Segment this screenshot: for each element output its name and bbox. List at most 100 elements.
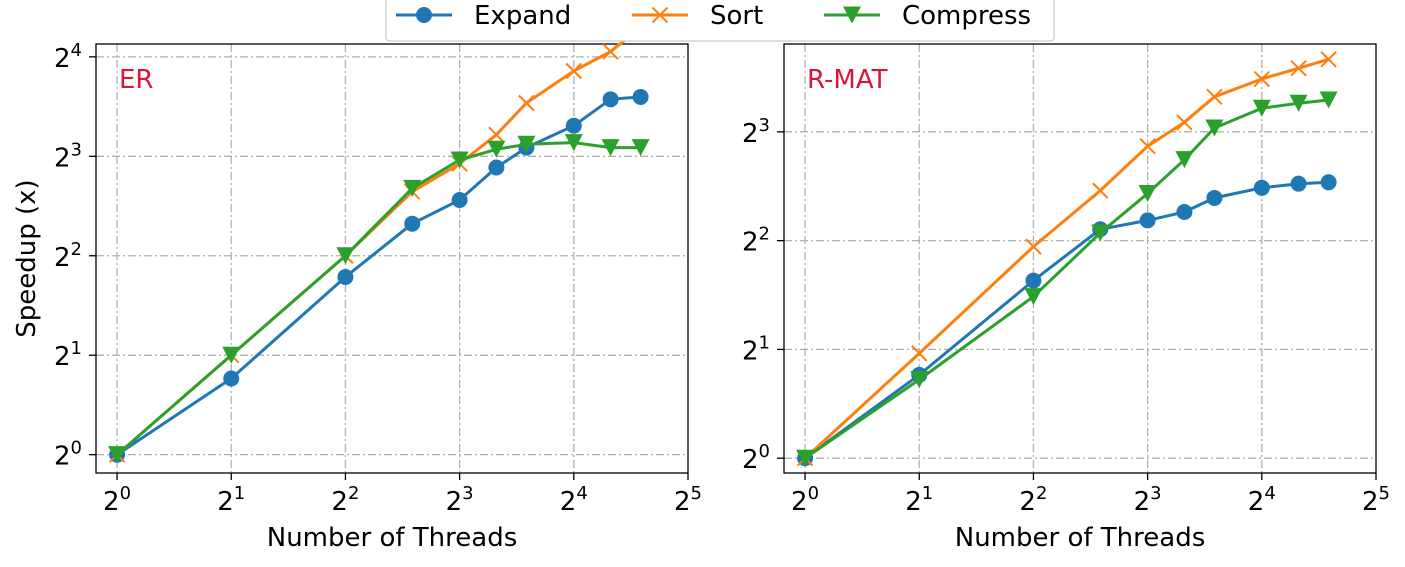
x-tick-label: 21 [217,483,245,517]
legend-item-compress: Compress [824,1,1031,31]
data-point-expand [404,215,421,232]
y-tick-label: 23 [742,115,770,149]
y-tick-label: 20 [742,441,770,475]
y-tick-label: 22 [742,224,770,258]
series-line-expand [803,180,1331,460]
data-point-compress [1289,94,1308,112]
y-tick-label: 24 [54,40,82,74]
data-point-compress [631,139,650,157]
plot-frame [95,43,689,474]
legend-label: Expand [474,1,571,31]
data-point-sort [1176,114,1193,131]
data-point-compress [222,346,241,364]
panel-label: ER [119,65,154,95]
series-line-compress [115,141,643,457]
y-axis-label: Speedup (x) [12,179,42,337]
data-point-expand [1206,189,1223,206]
data-point-expand [1253,179,1270,196]
x-axis-label: Number of Threads [267,523,518,553]
data-point-compress [1024,288,1043,306]
series-sort [108,19,649,463]
panel-er: 20 21 22 23 24 25 20 21 22 23 24 ER Number of Thread… [12,19,702,553]
data-point-compress [1252,99,1271,117]
data-point-sort [1139,137,1156,155]
x-tick-label: 20 [103,483,131,517]
plot-frame [783,43,1377,474]
data-point-expand [632,88,649,105]
legend-marker [843,6,861,24]
y-tick-label: 21 [742,332,770,366]
data-point-compress [403,179,422,197]
legend-label: Compress [902,1,1031,31]
series-line-sort [115,26,643,457]
data-point-compress [487,140,506,158]
x-tick-label: 25 [674,483,702,517]
x-tick-label: 22 [331,483,359,517]
y-tick-label: 20 [54,438,82,472]
x-tick-label: 20 [791,483,819,517]
y-tick-label: 22 [54,239,82,273]
legend: Expand Sort Compress [385,0,1055,42]
series-line-compress [803,98,1331,460]
data-point-compress [108,446,127,464]
data-point-compress [796,449,815,467]
data-point-compress [450,151,469,169]
data-point-expand [1139,212,1156,229]
legend-item-expand: Expand [396,1,571,31]
data-point-compress [1319,91,1338,109]
data-point-sort [602,43,619,60]
data-point-expand [1290,175,1307,192]
y-tick-label: 23 [54,139,82,173]
x-tick-label: 23 [1134,483,1162,517]
x-axis-label: Number of Threads [955,523,1206,553]
x-tick-label: 24 [560,483,588,517]
data-point-compress [1175,151,1194,169]
data-point-compress [564,134,583,152]
data-point-compress [1091,224,1110,242]
data-point-compress [1205,119,1224,137]
data-point-expand [1176,204,1193,221]
data-point-compress [336,247,355,265]
x-tick-label: 22 [1019,483,1047,517]
data-point-sort [1290,59,1307,77]
panel-label: R-MAT [807,65,888,95]
series-line-sort [803,57,1331,460]
data-point-sort [488,126,505,143]
x-tick-label: 21 [905,483,933,517]
data-point-compress [910,371,929,389]
data-point-sort [1320,51,1337,68]
series-sort [796,51,1337,467]
legend-marker [651,6,669,24]
data-point-sort [565,62,583,80]
legend-box [385,0,1055,42]
data-point-expand [223,370,240,387]
legend-item-sort: Sort [632,1,763,31]
series-line-expand [115,95,643,457]
data-point-sort [1253,70,1271,88]
data-point-expand [1025,272,1042,289]
data-point-sort [1206,88,1223,106]
data-point-expand [451,191,468,208]
series-compress [796,91,1338,467]
panel-rmat: 20 21 22 23 24 25 20 21 22 23 R-MAT Number of Threa… [742,43,1390,553]
legend-label: Sort [710,1,763,31]
series-expand [109,88,649,463]
data-point-sort [518,94,535,112]
x-tick-label: 24 [1248,483,1276,517]
data-point-compress [1138,185,1157,203]
data-point-expand [337,268,354,285]
series-compress [108,134,650,464]
data-point-sort [1092,182,1109,199]
data-point-compress [517,135,536,153]
x-tick-label: 23 [446,483,474,517]
data-point-sort [911,345,928,362]
data-point-expand [602,91,619,108]
legend-marker [416,7,432,23]
data-point-compress [601,139,620,157]
y-tick-label: 21 [54,338,82,372]
data-point-expand [1320,174,1337,191]
data-point-expand [488,159,505,176]
data-point-sort [1025,238,1042,255]
x-tick-label: 25 [1362,483,1390,517]
